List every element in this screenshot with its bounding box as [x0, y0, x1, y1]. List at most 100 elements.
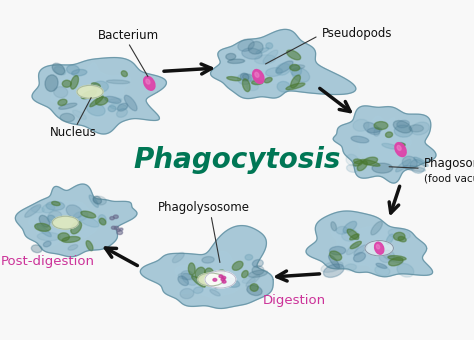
Ellipse shape [25, 205, 41, 217]
Ellipse shape [93, 196, 106, 205]
Ellipse shape [403, 166, 425, 171]
Ellipse shape [364, 122, 380, 135]
Ellipse shape [247, 285, 262, 295]
Ellipse shape [219, 275, 223, 277]
Ellipse shape [173, 252, 184, 263]
Ellipse shape [62, 237, 80, 242]
Ellipse shape [397, 264, 414, 277]
Ellipse shape [124, 95, 137, 111]
Ellipse shape [180, 288, 194, 299]
Ellipse shape [202, 256, 214, 263]
Ellipse shape [276, 63, 291, 75]
Circle shape [111, 226, 116, 229]
Ellipse shape [71, 75, 79, 89]
Ellipse shape [388, 256, 406, 260]
Ellipse shape [346, 165, 359, 172]
Ellipse shape [221, 278, 225, 281]
Ellipse shape [39, 215, 50, 227]
Ellipse shape [385, 132, 392, 137]
Ellipse shape [191, 276, 205, 287]
Ellipse shape [86, 241, 93, 251]
Polygon shape [51, 63, 131, 118]
Ellipse shape [350, 241, 361, 249]
Ellipse shape [397, 146, 401, 150]
Ellipse shape [73, 110, 86, 119]
Ellipse shape [228, 59, 245, 64]
Ellipse shape [146, 79, 150, 84]
Ellipse shape [68, 244, 78, 250]
Ellipse shape [91, 83, 100, 88]
Ellipse shape [105, 96, 121, 103]
Ellipse shape [210, 289, 220, 296]
Ellipse shape [354, 253, 365, 262]
Text: Pseudopods: Pseudopods [322, 28, 393, 40]
Polygon shape [210, 29, 356, 99]
Circle shape [114, 226, 119, 230]
Ellipse shape [89, 195, 99, 207]
Ellipse shape [354, 245, 367, 255]
Ellipse shape [394, 125, 412, 137]
Ellipse shape [342, 229, 358, 241]
Ellipse shape [71, 222, 82, 234]
Ellipse shape [286, 83, 305, 90]
Ellipse shape [393, 232, 405, 240]
Ellipse shape [411, 122, 429, 135]
Ellipse shape [144, 76, 155, 90]
Polygon shape [32, 57, 166, 134]
Ellipse shape [58, 233, 69, 241]
Ellipse shape [346, 154, 358, 166]
Ellipse shape [108, 99, 122, 102]
Ellipse shape [118, 103, 128, 111]
Ellipse shape [181, 271, 193, 279]
Ellipse shape [329, 251, 342, 260]
Ellipse shape [193, 287, 203, 293]
Ellipse shape [255, 72, 259, 77]
Ellipse shape [345, 264, 356, 271]
Ellipse shape [389, 257, 403, 266]
Ellipse shape [93, 196, 101, 204]
Ellipse shape [376, 244, 380, 249]
Ellipse shape [360, 159, 380, 166]
Ellipse shape [276, 61, 293, 73]
Ellipse shape [178, 276, 189, 286]
Ellipse shape [357, 161, 367, 171]
Ellipse shape [222, 280, 226, 283]
Ellipse shape [256, 48, 269, 54]
Ellipse shape [374, 242, 384, 254]
Ellipse shape [93, 81, 109, 92]
Polygon shape [331, 226, 395, 276]
Ellipse shape [42, 204, 55, 213]
Text: (food vacuole): (food vacuole) [424, 173, 474, 184]
Ellipse shape [204, 268, 214, 280]
Ellipse shape [95, 97, 108, 105]
Ellipse shape [291, 75, 301, 88]
Ellipse shape [195, 267, 205, 279]
Ellipse shape [371, 221, 383, 235]
Ellipse shape [60, 113, 74, 122]
Ellipse shape [82, 90, 96, 99]
Circle shape [119, 228, 123, 231]
Ellipse shape [242, 271, 248, 278]
Ellipse shape [248, 270, 268, 277]
Ellipse shape [367, 128, 382, 133]
Ellipse shape [383, 254, 403, 263]
Ellipse shape [79, 216, 99, 227]
Ellipse shape [396, 159, 411, 172]
Ellipse shape [77, 85, 103, 98]
Ellipse shape [395, 143, 406, 156]
Ellipse shape [52, 63, 65, 75]
Ellipse shape [372, 163, 392, 173]
Ellipse shape [178, 273, 194, 280]
Ellipse shape [43, 241, 51, 247]
Ellipse shape [46, 201, 64, 210]
Ellipse shape [365, 241, 393, 256]
Ellipse shape [252, 80, 263, 85]
Ellipse shape [398, 237, 406, 242]
Ellipse shape [329, 246, 346, 255]
Ellipse shape [47, 215, 55, 223]
Ellipse shape [376, 263, 387, 268]
Ellipse shape [414, 157, 428, 167]
Ellipse shape [87, 103, 105, 116]
Ellipse shape [55, 67, 66, 75]
Ellipse shape [227, 76, 241, 81]
